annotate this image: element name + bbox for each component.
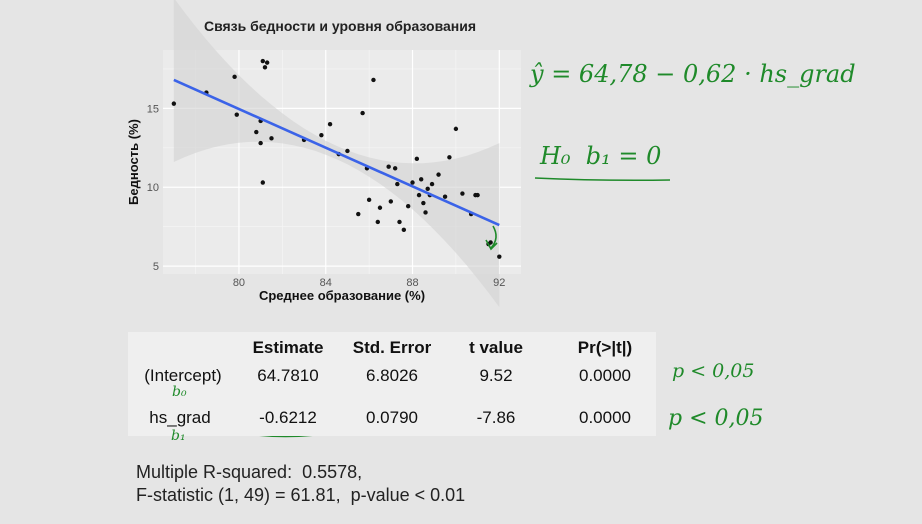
row-hsgrad-t-value: -7.86 — [476, 408, 516, 427]
data-point — [429, 181, 435, 187]
y-tick-label: 10 — [147, 182, 159, 194]
data-point — [366, 197, 372, 203]
hand-b1-label: b₁ — [171, 428, 186, 444]
data-point — [171, 101, 177, 106]
data-point — [254, 129, 259, 135]
row-intercept-p-value: 0.0000 — [579, 366, 631, 385]
data-point — [460, 191, 465, 196]
data-point — [319, 132, 324, 138]
y-tick-labels: 5 10 15 — [147, 103, 159, 273]
data-point — [388, 199, 394, 204]
x-tick-label: 92 — [493, 277, 505, 289]
data-point — [453, 126, 459, 132]
data-point — [395, 181, 400, 187]
y-axis-label: Бедность (%) — [126, 119, 141, 205]
data-point — [410, 180, 415, 185]
data-point — [392, 166, 398, 171]
r-squared-line: Multiple R-squared: 0.5578, — [136, 462, 363, 482]
row-hsgrad-estimate: -0.6212 — [259, 408, 317, 427]
f-statistic-line: F-statistic (1, 49) = 61.81, p-value < 0… — [136, 485, 466, 505]
data-point — [356, 211, 361, 217]
data-point — [234, 112, 239, 117]
data-point — [360, 110, 365, 116]
regression-line — [173, 78, 500, 227]
data-point — [442, 194, 448, 199]
fit-line — [173, 78, 500, 227]
data-point — [232, 74, 237, 80]
header-p-value: Pr(>|t|) — [577, 338, 633, 357]
data-point — [260, 58, 266, 64]
header-t-value: t value — [469, 338, 523, 357]
data-point — [416, 192, 422, 198]
data-point — [345, 148, 350, 154]
data-point — [414, 156, 420, 162]
data-point — [405, 203, 411, 209]
row-hsgrad-p-value: 0.0000 — [579, 408, 631, 427]
data-point — [269, 136, 274, 141]
data-point — [262, 65, 268, 70]
header-estimate: Estimate — [252, 338, 324, 357]
data-point — [425, 186, 430, 192]
data-point — [377, 205, 383, 210]
row-hsgrad-term: hs_grad — [149, 408, 211, 427]
hand-arrow — [485, 225, 498, 251]
row-hsgrad-std-error: 0.0790 — [366, 408, 418, 427]
hand-underline-hypothesis — [534, 177, 671, 182]
hand-b0-label: b₀ — [172, 384, 187, 400]
x-tick-label: 80 — [233, 277, 245, 289]
data-point — [423, 210, 428, 215]
data-point — [497, 254, 502, 259]
data-point — [401, 227, 407, 233]
data-point — [260, 180, 266, 185]
regression-table: Estimate Std. Error t value Pr(>|t|) (In… — [128, 332, 656, 436]
x-tick-labels: 80 84 88 92 — [233, 277, 506, 289]
hand-hypothesis: H₀ b₁ = 0 — [540, 142, 662, 170]
hand-equation: ŷ = 64,78 − 0,62 · hs_grad — [530, 60, 856, 88]
data-point — [386, 164, 391, 169]
data-point — [475, 192, 480, 198]
data-point — [375, 219, 380, 225]
data-point — [264, 60, 270, 65]
x-axis-label: Среднее образование (%) — [259, 288, 425, 303]
hand-p-note-1: p < 0,05 — [672, 360, 755, 382]
chart-title: Связь бедности и уровня образования — [203, 18, 477, 34]
data-point — [258, 140, 263, 146]
scatter-points — [171, 58, 502, 259]
data-point — [436, 172, 441, 177]
hand-p-note-2: p < 0,05 — [668, 406, 764, 431]
y-tick-label: 15 — [147, 103, 159, 115]
row-intercept-t-value: 9.52 — [479, 366, 513, 385]
header-std-error: Std. Error — [352, 338, 432, 357]
row-intercept-term: (Intercept) — [144, 366, 222, 385]
y-tick-label: 5 — [153, 261, 159, 273]
data-point — [418, 177, 424, 182]
data-point — [327, 121, 333, 127]
data-point — [447, 155, 452, 160]
row-intercept-estimate: 64.7810 — [257, 366, 319, 385]
data-point — [421, 200, 426, 206]
x-tick-label: 88 — [406, 277, 418, 289]
data-point — [397, 219, 402, 225]
row-intercept-std-error: 6.8026 — [366, 366, 418, 385]
data-point — [371, 77, 376, 83]
x-tick-label: 84 — [320, 277, 332, 289]
